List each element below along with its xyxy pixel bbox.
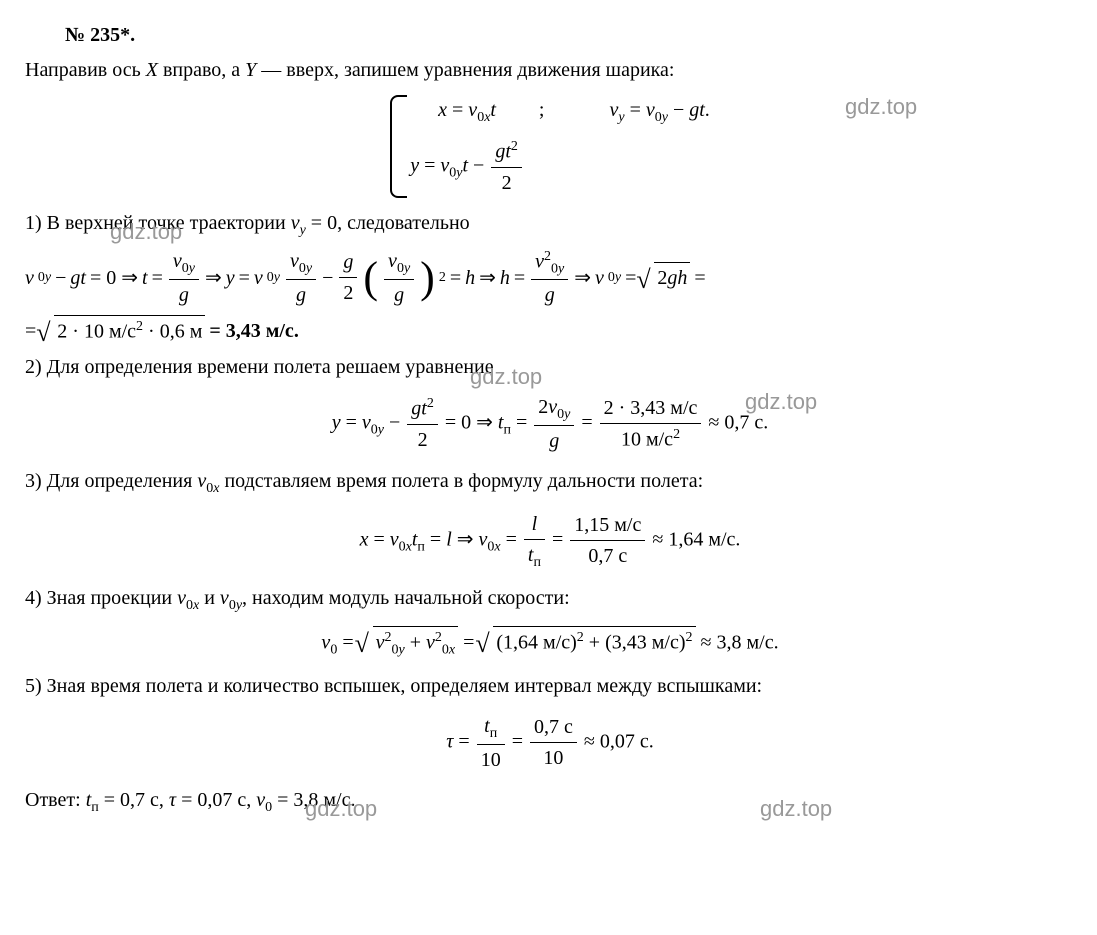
- step-2-equation: y = v0y − gt22 = 0 ⇒ tп = 2v0yg = 2 · 3,…: [25, 392, 1075, 456]
- problem-number: № 235*.: [65, 20, 1075, 50]
- step-1-text: 1) В верхней точке траектории vy = 0, сл…: [25, 208, 1075, 241]
- step-1-equation: v0y − gt = 0 ⇒ t = v0yg ⇒ y = v0y v0yg −…: [25, 246, 1075, 311]
- intro-text: Направив ось X вправо, а Y — вверх, запи…: [25, 55, 1075, 85]
- step-2-text: 2) Для определения времени полета решаем…: [25, 352, 1075, 382]
- step-3-text: 3) Для определения v0x подставляем время…: [25, 466, 1075, 499]
- step-5-text: 5) Зная время полета и количество вспыше…: [25, 671, 1075, 701]
- step-1-calc: = 2 · 10 м/с2 · 0,6 м = 3,43 м/с.: [25, 315, 1075, 347]
- step-4-equation: v0 = v20y + v20x = (1,64 м/с)2 + (3,43 м…: [25, 626, 1075, 661]
- answer-line: Ответ: tп = 0,7 с, τ = 0,07 с, v0 = 3,8 …: [25, 785, 1075, 818]
- step-3-equation: x = v0xtп = l ⇒ v0x = ltп = 1,15 м/с0,7 …: [25, 509, 1075, 573]
- step-5-equation: τ = tп10 = 0,7 с10 ≈ 0,07 с.: [25, 711, 1075, 775]
- step-4-text: 4) Зная проекции v0x и v0y, находим моду…: [25, 583, 1075, 616]
- intro-line: Направив ось X вправо, а Y — вверх, запи…: [25, 59, 675, 81]
- system-equations: x = v0xt y = v0yt − gt22 ; vy = v0y − gt…: [25, 95, 1075, 198]
